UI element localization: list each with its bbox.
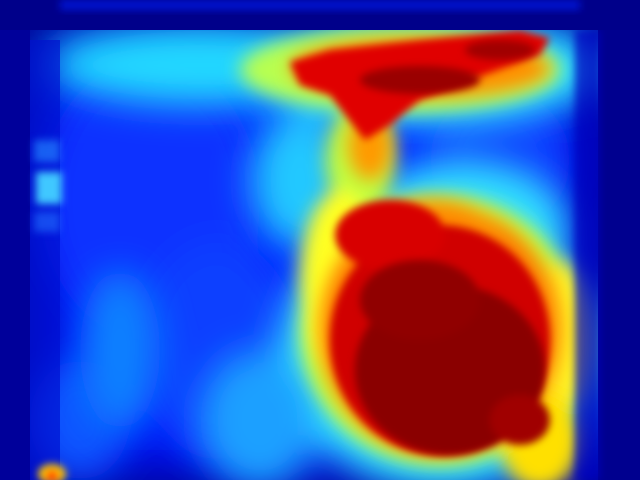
heatmap-left-strips: [0, 30, 62, 480]
heatmap-dark-red-core: [355, 40, 550, 455]
heatmap-right-strips: [575, 30, 640, 480]
heatmap-top-glow: [60, 0, 580, 10]
heatmap-corner-hotspot: [38, 464, 66, 480]
